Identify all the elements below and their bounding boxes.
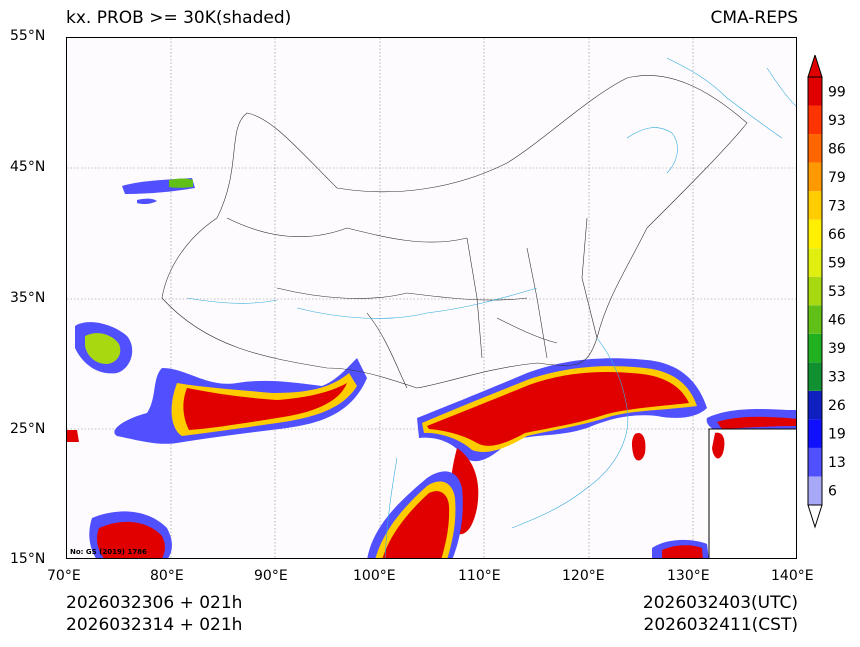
lat-label-25: 25°N: [10, 421, 46, 437]
colorbar-label: 59: [828, 255, 846, 271]
init-time-cst: 2026032314 + 021h: [66, 615, 243, 635]
colorbar-label: 99: [828, 84, 846, 100]
init-time-utc: 2026032306 + 021h: [66, 593, 243, 613]
valid-time-utc: 2026032403(UTC): [642, 593, 798, 613]
map-plot-area[interactable]: No: GS (2019) 1786: [66, 37, 797, 559]
map-approval-number: No: GS (2019) 1786: [70, 548, 147, 556]
rivers-coastline: [186, 57, 796, 558]
lat-label-15: 15°N: [10, 551, 46, 567]
colorbar-bin: [808, 362, 822, 391]
colorbar-label: 26: [828, 398, 846, 414]
inset-shading: [712, 432, 725, 459]
colorbar-bin: [808, 134, 822, 163]
colorbar-label: 13: [828, 455, 846, 471]
probability-shading: [67, 178, 796, 558]
lon-label-100: 100°E: [353, 568, 396, 584]
colorbar-svg: 6 13 19 26 33 39 46 53 59 66 73 79 86 93 99: [807, 53, 846, 529]
lon-label-90: 90°E: [254, 568, 288, 584]
lat-label-45: 45°N: [10, 159, 46, 175]
map-canvas: [67, 38, 796, 558]
colorbar-label: 33: [828, 370, 846, 386]
colorbar: 6 13 19 26 33 39 46 53 59 66 73 79 86 93 99: [805, 53, 860, 535]
colorbar-label: 53: [828, 284, 846, 300]
colorbar-bin: [808, 191, 822, 220]
colorbar-bin: [808, 77, 822, 106]
colorbar-label: 93: [828, 113, 846, 129]
colorbar-bin: [808, 390, 822, 420]
colorbar-bin: [808, 333, 822, 363]
colorbar-low-extend: [807, 504, 823, 529]
graticule: [67, 38, 796, 558]
colorbar-bin: [808, 162, 822, 192]
colorbar-bin: [808, 105, 822, 135]
colorbar-label: 46: [828, 313, 846, 329]
colorbar-label: 73: [828, 198, 846, 214]
colorbar-label: 19: [828, 427, 846, 443]
lon-label-120: 120°E: [562, 568, 605, 584]
colorbar-label: 39: [828, 341, 846, 357]
admin-boundaries: [161, 75, 748, 389]
lat-label-35: 35°N: [10, 290, 46, 306]
colorbar-bin: [808, 248, 822, 277]
lon-label-140: 140°E: [771, 568, 814, 584]
colorbar-label: 86: [828, 141, 846, 157]
colorbar-label: 6: [828, 484, 837, 500]
model-name: CMA-REPS: [710, 8, 798, 28]
lat-label-55: 55°N: [10, 28, 46, 44]
colorbar-frame: [807, 76, 823, 506]
colorbar-bin: [808, 219, 822, 249]
colorbar-label: 66: [828, 227, 846, 243]
colorbar-bin: [808, 419, 822, 448]
colorbar-bin: [808, 305, 822, 334]
colorbar-label: 79: [828, 170, 846, 186]
colorbar-bin: [808, 476, 822, 505]
colorbar-bin: [808, 447, 822, 477]
valid-time-cst: 2026032411(CST): [643, 615, 798, 635]
lon-label-80: 80°E: [150, 568, 184, 584]
map-title: kx. PROB >= 30K(shaded): [66, 8, 292, 28]
lon-label-110: 110°E: [458, 568, 501, 584]
lon-label-70: 70°E: [47, 568, 81, 584]
colorbar-bin: [808, 276, 822, 306]
colorbar-high-extend: [807, 53, 823, 78]
lon-label-130: 130°E: [667, 568, 710, 584]
